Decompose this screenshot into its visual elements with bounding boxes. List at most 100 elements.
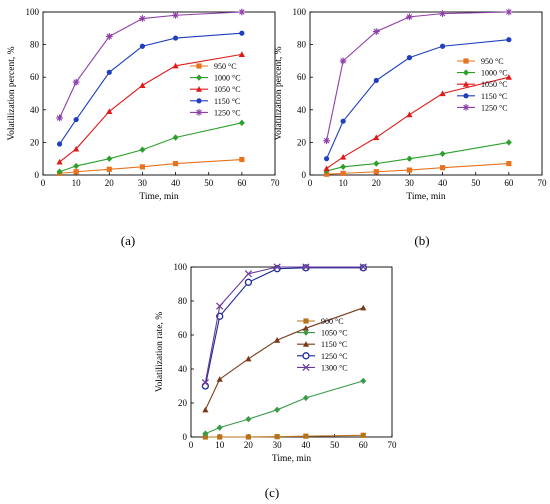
data-point bbox=[439, 90, 446, 97]
series-4 bbox=[323, 8, 513, 145]
data-point bbox=[340, 170, 346, 176]
y-tick-label: 40 bbox=[297, 105, 307, 115]
y-tick-label: 40 bbox=[30, 105, 40, 115]
series-line bbox=[204, 267, 364, 387]
data-point bbox=[323, 165, 330, 172]
series-2 bbox=[323, 74, 512, 172]
legend: 900 °C 1050 °C 1150 °C 1250 °C 1300 °C bbox=[297, 317, 348, 372]
data-point bbox=[73, 116, 79, 123]
x-tick-label: 40 bbox=[301, 440, 311, 450]
series-3 bbox=[56, 30, 245, 147]
data-point bbox=[139, 43, 146, 49]
data-point bbox=[217, 434, 223, 440]
x-tick-label: 50 bbox=[471, 178, 481, 188]
data-point bbox=[172, 62, 179, 69]
data-point bbox=[406, 167, 413, 173]
legend-marker bbox=[196, 98, 202, 104]
data-point bbox=[244, 278, 253, 286]
data-point bbox=[302, 394, 309, 402]
data-point bbox=[406, 155, 413, 162]
data-point bbox=[372, 28, 380, 35]
chart-panel-0: 0 10 20 30 40 50 60 70 0 20 40 60 80 100 Time, min Vola… bbox=[7, 7, 280, 248]
data-point bbox=[359, 263, 367, 271]
data-point bbox=[323, 137, 330, 145]
data-point bbox=[202, 430, 209, 437]
series-line bbox=[59, 32, 242, 145]
legend-marker bbox=[462, 81, 470, 87]
data-point bbox=[106, 166, 112, 172]
x-tick-label: 50 bbox=[204, 178, 214, 188]
data-point bbox=[274, 337, 281, 343]
legend-marker bbox=[463, 69, 469, 76]
data-point bbox=[239, 156, 245, 163]
data-point bbox=[216, 424, 223, 431]
legend-entry-label: 950 °C bbox=[214, 62, 237, 71]
data-point bbox=[302, 264, 310, 272]
data-point bbox=[105, 33, 113, 40]
legend-marker bbox=[302, 352, 310, 360]
data-point bbox=[245, 434, 252, 440]
data-point bbox=[238, 8, 246, 16]
x-tick-label: 0 bbox=[189, 440, 194, 450]
data-point bbox=[323, 171, 330, 177]
data-point bbox=[406, 55, 413, 61]
x-tick-label: 70 bbox=[538, 178, 548, 188]
series-line bbox=[326, 141, 509, 172]
legend-entry-label: 1300 °C bbox=[321, 363, 348, 372]
legend-entry-label: 1050 °C bbox=[481, 80, 508, 89]
data-point bbox=[56, 158, 63, 165]
data-point bbox=[359, 264, 367, 272]
legend-entry-label: 1150 °C bbox=[214, 97, 240, 106]
data-point bbox=[172, 11, 179, 19]
data-point bbox=[56, 114, 63, 122]
data-point bbox=[373, 77, 379, 84]
data-point bbox=[72, 78, 80, 86]
x-tick-label: 0 bbox=[308, 178, 313, 188]
legend-entry-label: 1050 °C bbox=[321, 329, 348, 338]
y-tick-label: 80 bbox=[178, 296, 188, 306]
legend-entry-label: 1050 °C bbox=[214, 85, 241, 94]
legend-entry-label: 1250 °C bbox=[214, 108, 241, 117]
legend-marker bbox=[196, 74, 202, 81]
series-line bbox=[59, 11, 242, 119]
data-point bbox=[373, 169, 379, 175]
data-point bbox=[245, 415, 252, 423]
data-point bbox=[244, 270, 253, 278]
legend-marker bbox=[463, 58, 469, 64]
data-point bbox=[239, 30, 245, 36]
plot-frame bbox=[309, 11, 543, 176]
legend-marker bbox=[303, 318, 309, 324]
data-point bbox=[505, 74, 512, 80]
series-0 bbox=[56, 156, 245, 176]
legend-entry-label: 1150 °C bbox=[481, 92, 507, 101]
data-point bbox=[406, 13, 413, 21]
series-2 bbox=[56, 51, 245, 165]
series-line bbox=[205, 380, 364, 435]
data-point bbox=[139, 146, 146, 153]
data-point bbox=[172, 134, 179, 141]
panel-label: (c) bbox=[265, 485, 279, 500]
data-point bbox=[202, 434, 208, 440]
series-0 bbox=[323, 160, 512, 177]
series-1 bbox=[202, 377, 367, 437]
x-tick-label: 40 bbox=[438, 178, 448, 188]
data-point bbox=[216, 302, 224, 310]
y-tick-label: 80 bbox=[30, 40, 40, 50]
legend: 950 °C 1000 °C 1050 °C 1150 °C 1250 °C bbox=[190, 62, 241, 117]
series-line bbox=[326, 39, 509, 159]
legend-entry-label: 1000 °C bbox=[214, 74, 241, 83]
legend-marker bbox=[302, 363, 310, 372]
data-point bbox=[73, 145, 80, 152]
data-point bbox=[360, 432, 366, 438]
data-point bbox=[506, 160, 512, 167]
data-point bbox=[373, 134, 380, 141]
legend-marker bbox=[302, 341, 310, 347]
y-tick-label: 40 bbox=[178, 364, 188, 374]
data-point bbox=[505, 139, 512, 146]
data-point bbox=[274, 434, 280, 440]
y-axis-label: Volatilization percent, % bbox=[274, 46, 284, 140]
data-point bbox=[439, 10, 446, 18]
plot-frame bbox=[190, 266, 393, 438]
x-tick-label: 10 bbox=[215, 440, 225, 450]
